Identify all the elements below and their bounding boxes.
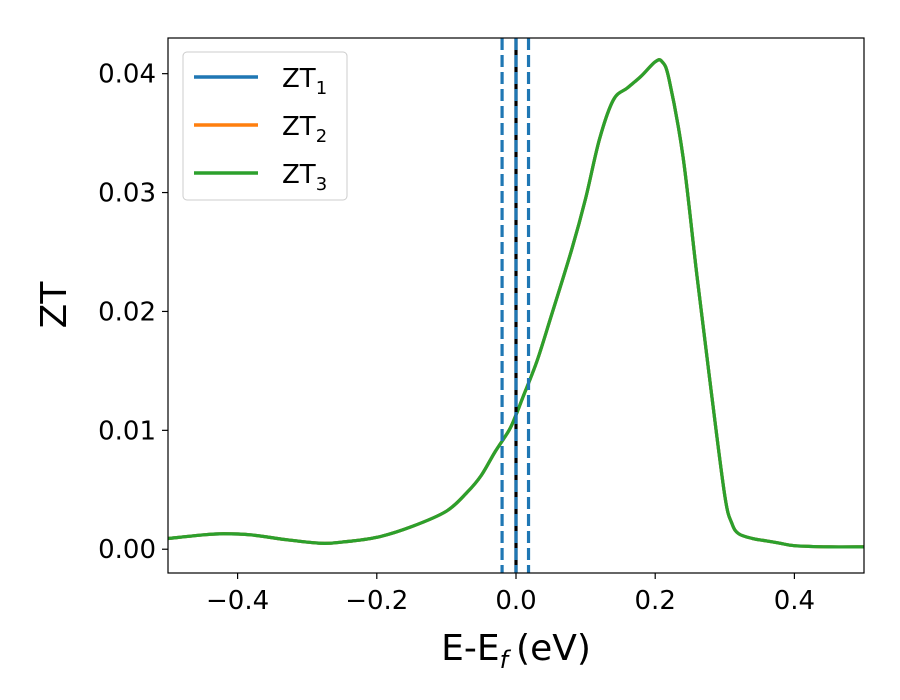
x-axis-label: E-Ef (eV)	[441, 628, 591, 674]
x-axis-label-unit: (eV)	[516, 628, 591, 669]
x-axis-label-subscript: f	[500, 646, 512, 674]
legend-label-zt3: ZT3	[282, 160, 327, 195]
x-tick-label: 0.0	[495, 586, 536, 616]
x-tick-label: 0.4	[774, 586, 815, 616]
y-axis: 0.00 0.01 0.02 0.03 0.04	[98, 60, 168, 565]
y-tick-label: 0.00	[98, 535, 156, 565]
x-tick-label: −0.2	[345, 586, 408, 616]
y-tick-label: 0.01	[98, 416, 156, 446]
vline-layer	[500, 38, 531, 573]
legend-label-zt1: ZT1	[282, 64, 327, 99]
legend-box	[182, 51, 348, 201]
legend-label-zt2: ZT2	[282, 112, 327, 147]
x-tick-label: 0.2	[635, 586, 676, 616]
x-tick-label: −0.4	[206, 586, 269, 616]
x-axis: −0.4 −0.2 0.0 0.2 0.4	[206, 573, 815, 616]
y-tick-label: 0.04	[98, 60, 156, 90]
series-layer	[168, 58, 864, 549]
y-tick-label: 0.03	[98, 179, 156, 209]
y-tick-label: 0.02	[98, 297, 156, 327]
series-line-zt3	[168, 58, 864, 549]
y-axis-label: ZT	[34, 281, 75, 329]
legend: ZT1 ZT2 ZT3	[182, 51, 348, 201]
